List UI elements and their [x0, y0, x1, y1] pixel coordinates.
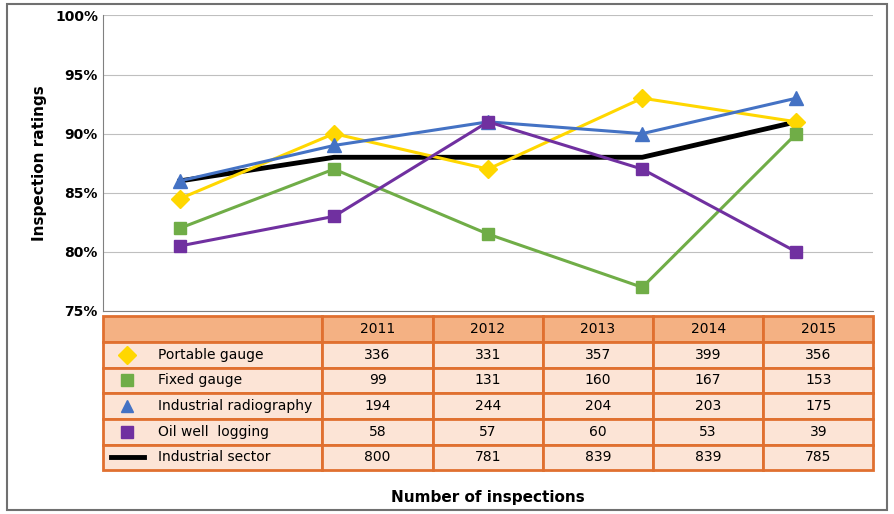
Text: 175: 175: [805, 399, 831, 413]
Text: 39: 39: [810, 425, 827, 439]
Text: 839: 839: [695, 450, 721, 465]
Text: 203: 203: [695, 399, 721, 413]
Bar: [103, 445, 323, 470]
Bar: [653, 368, 763, 393]
Text: 2015: 2015: [801, 322, 836, 336]
Text: 357: 357: [585, 347, 611, 362]
Bar: [323, 342, 433, 368]
Text: Oil well  logging: Oil well logging: [158, 425, 269, 439]
Text: 53: 53: [699, 425, 717, 439]
Bar: [763, 393, 873, 419]
Bar: [433, 393, 543, 419]
Bar: [763, 419, 873, 445]
Text: Portable gauge: Portable gauge: [158, 347, 264, 362]
Bar: [433, 419, 543, 445]
Text: 244: 244: [475, 399, 501, 413]
Bar: [103, 342, 323, 368]
Text: 2012: 2012: [470, 322, 505, 336]
Text: 2013: 2013: [580, 322, 615, 336]
Text: 57: 57: [479, 425, 496, 439]
Bar: [653, 393, 763, 419]
Text: 781: 781: [475, 450, 501, 465]
Bar: [433, 342, 543, 368]
Text: 356: 356: [805, 347, 831, 362]
Bar: [653, 342, 763, 368]
Bar: [323, 316, 433, 342]
Text: 167: 167: [695, 373, 721, 388]
Bar: [763, 368, 873, 393]
Bar: [543, 342, 653, 368]
Text: 331: 331: [475, 347, 501, 362]
Text: 399: 399: [695, 347, 721, 362]
Bar: [543, 393, 653, 419]
Y-axis label: Inspection ratings: Inspection ratings: [31, 85, 46, 241]
Bar: [323, 393, 433, 419]
Text: 131: 131: [475, 373, 501, 388]
Text: Industrial sector: Industrial sector: [158, 450, 271, 465]
Bar: [653, 419, 763, 445]
Bar: [763, 316, 873, 342]
Bar: [763, 342, 873, 368]
Bar: [653, 316, 763, 342]
Text: 153: 153: [805, 373, 831, 388]
Text: 160: 160: [585, 373, 611, 388]
Text: 785: 785: [805, 450, 831, 465]
Bar: [433, 316, 543, 342]
Bar: [323, 368, 433, 393]
Bar: [543, 445, 653, 470]
Text: 204: 204: [585, 399, 611, 413]
Bar: [543, 419, 653, 445]
Text: Fixed gauge: Fixed gauge: [158, 373, 242, 388]
Text: 2011: 2011: [360, 322, 395, 336]
Bar: [543, 316, 653, 342]
Bar: [103, 368, 323, 393]
Bar: [323, 419, 433, 445]
Bar: [653, 445, 763, 470]
Text: 336: 336: [365, 347, 391, 362]
Text: Industrial radiography: Industrial radiography: [158, 399, 313, 413]
Bar: [433, 368, 543, 393]
Text: 800: 800: [365, 450, 391, 465]
Bar: [103, 316, 323, 342]
Bar: [433, 445, 543, 470]
Text: Number of inspections: Number of inspections: [392, 490, 585, 505]
Bar: [103, 419, 323, 445]
Text: 2014: 2014: [690, 322, 726, 336]
Bar: [103, 393, 323, 419]
Text: 99: 99: [368, 373, 386, 388]
Bar: [543, 368, 653, 393]
Bar: [763, 445, 873, 470]
Text: 60: 60: [589, 425, 607, 439]
Text: 839: 839: [585, 450, 611, 465]
Text: 194: 194: [364, 399, 391, 413]
Bar: [323, 445, 433, 470]
Text: 58: 58: [368, 425, 386, 439]
